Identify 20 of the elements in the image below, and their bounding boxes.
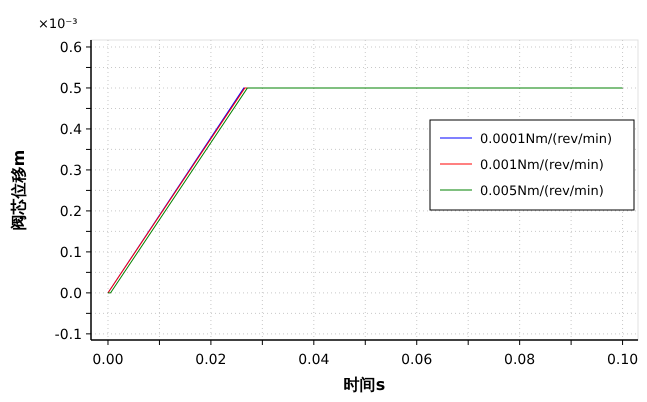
y-tick-label: 0.2 <box>60 204 82 220</box>
y-tick-label: -0.1 <box>54 326 82 343</box>
legend-label: 0.0001Nm/(rev/min) <box>480 132 612 147</box>
y-tick-label: 0.4 <box>60 122 82 138</box>
legend-label: 0.001Nm/(rev/min) <box>480 158 604 173</box>
y-tick-label: 0.0 <box>60 286 82 302</box>
y-tick-label: 0.3 <box>60 162 82 179</box>
x-tick-label: 0.10 <box>606 352 638 368</box>
y-axis-title: 阀芯位移m <box>9 150 28 230</box>
x-tick-label: 0.06 <box>401 352 432 368</box>
y-tick-label: 0.5 <box>60 80 82 97</box>
y-tick-label: 0.6 <box>60 40 82 56</box>
x-tick-label: 0.00 <box>92 352 124 368</box>
text: ×10⁻³ <box>38 17 78 32</box>
legend-label: 0.005Nm/(rev/min) <box>480 184 604 199</box>
x-tick-label: 0.02 <box>195 352 226 368</box>
x-tick-label: 0.04 <box>298 352 330 368</box>
y-tick-label: 0.1 <box>60 244 82 261</box>
x-axis-title: 时间s <box>344 375 386 394</box>
x-tick-label: 0.08 <box>504 352 536 368</box>
